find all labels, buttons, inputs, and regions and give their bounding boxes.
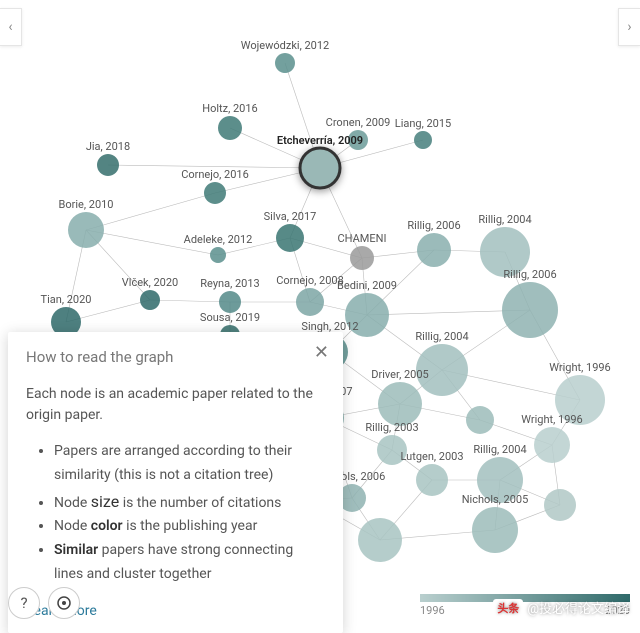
graph-node[interactable]: Tian, 2020 <box>41 293 92 337</box>
graph-node[interactable] <box>544 489 576 521</box>
graph-node[interactable]: Cronen, 2009 <box>326 116 391 150</box>
graph-node[interactable]: Cornejo, 2016 <box>181 168 249 204</box>
graph-node[interactable]: Adeleke, 2012 <box>184 233 253 263</box>
legend-max: 2020 <box>605 604 630 617</box>
node-label: Tian, 2020 <box>41 293 92 306</box>
prev-button[interactable]: ‹ <box>0 8 22 46</box>
info-bullet: Similar papers have strong connecting li… <box>54 539 325 587</box>
node-label: Jia, 2018 <box>86 140 130 153</box>
graph-node[interactable]: Wojewódzki, 2012 <box>241 39 329 73</box>
node-label: Liang, 2015 <box>395 117 451 130</box>
graph-node[interactable]: CHAMENI <box>338 232 387 270</box>
node-label: Cronen, 2009 <box>326 116 391 129</box>
chevron-right-icon: › <box>627 19 631 35</box>
node-label: Cornejo, 2016 <box>181 168 249 181</box>
info-bullets: Papers are arranged according to their s… <box>26 440 325 587</box>
year-legend: 1996 2020 <box>420 594 630 617</box>
info-intro: Each node is an academic paper related t… <box>26 384 325 426</box>
graph-node[interactable]: Silva, 2017 <box>264 210 317 252</box>
legend-gradient <box>420 594 630 602</box>
question-icon: ? <box>20 594 27 612</box>
node-label: Adeleke, 2012 <box>184 233 253 246</box>
close-icon[interactable]: ✕ <box>314 344 329 362</box>
node-label: Reyna, 2013 <box>200 277 259 290</box>
graph-node[interactable]: Liang, 2015 <box>395 117 451 149</box>
graph-node[interactable]: Rillig, 2006 <box>407 219 460 267</box>
node-label: Holtz, 2016 <box>202 102 257 115</box>
graph-edge <box>86 193 215 230</box>
graph-node[interactable]: Holtz, 2016 <box>202 102 257 140</box>
node-label: Silva, 2017 <box>264 210 317 223</box>
graph-edge <box>150 300 230 302</box>
node-label: Cornejo, 2008 <box>276 274 344 287</box>
graph-node[interactable]: Lutgen, 2003 <box>400 450 463 496</box>
graph-node[interactable]: Jia, 2018 <box>86 140 130 176</box>
node-label: CHAMENI <box>338 232 387 245</box>
node-label: Rillig, 2004 <box>478 213 531 226</box>
graph-node[interactable]: Bedini, 2009 <box>337 279 397 337</box>
locate-button[interactable] <box>48 587 80 619</box>
legend-min: 1996 <box>420 604 445 617</box>
chevron-left-icon: ‹ <box>8 19 12 35</box>
info-bullet: Node size is the number of citations <box>54 488 325 516</box>
info-title: How to read the graph <box>26 348 325 366</box>
graph-node[interactable] <box>466 406 494 434</box>
next-button[interactable]: › <box>618 8 640 46</box>
node-label: Bedini, 2009 <box>337 279 397 292</box>
graph-node[interactable]: Reyna, 2013 <box>200 277 259 313</box>
graph-edge <box>108 165 320 168</box>
node-label: Rillig, 2006 <box>407 219 460 232</box>
node-label: Rillig, 2004 <box>473 443 526 456</box>
graph-node[interactable]: Cornejo, 2008 <box>276 274 344 316</box>
graph-node[interactable] <box>358 518 402 562</box>
graph-node[interactable]: Borie, 2010 <box>59 198 114 248</box>
graph-node[interactable]: Wright, 1996 <box>549 361 611 425</box>
node-label: Borie, 2010 <box>59 198 114 211</box>
help-button[interactable]: ? <box>8 587 40 619</box>
graph-node[interactable]: Rillig, 2006 <box>502 268 558 338</box>
info-bullet: Node color is the publishing year <box>54 515 325 539</box>
crosshair-icon <box>55 594 73 612</box>
info-bullet: Papers are arranged according to their s… <box>54 440 325 488</box>
node-label: Wojewódzki, 2012 <box>241 39 329 52</box>
node-label: Rillig, 2004 <box>415 330 468 343</box>
node-label: Wright, 1996 <box>549 361 611 374</box>
node-label: Lutgen, 2003 <box>400 450 463 463</box>
graph-node[interactable]: Rillig, 2004 <box>478 213 531 277</box>
graph-node[interactable]: Rillig, 2003 <box>365 421 418 465</box>
graph-node[interactable]: Rillig, 2004 <box>415 330 468 396</box>
graph-node[interactable]: Rillig, 2004 <box>473 443 526 503</box>
